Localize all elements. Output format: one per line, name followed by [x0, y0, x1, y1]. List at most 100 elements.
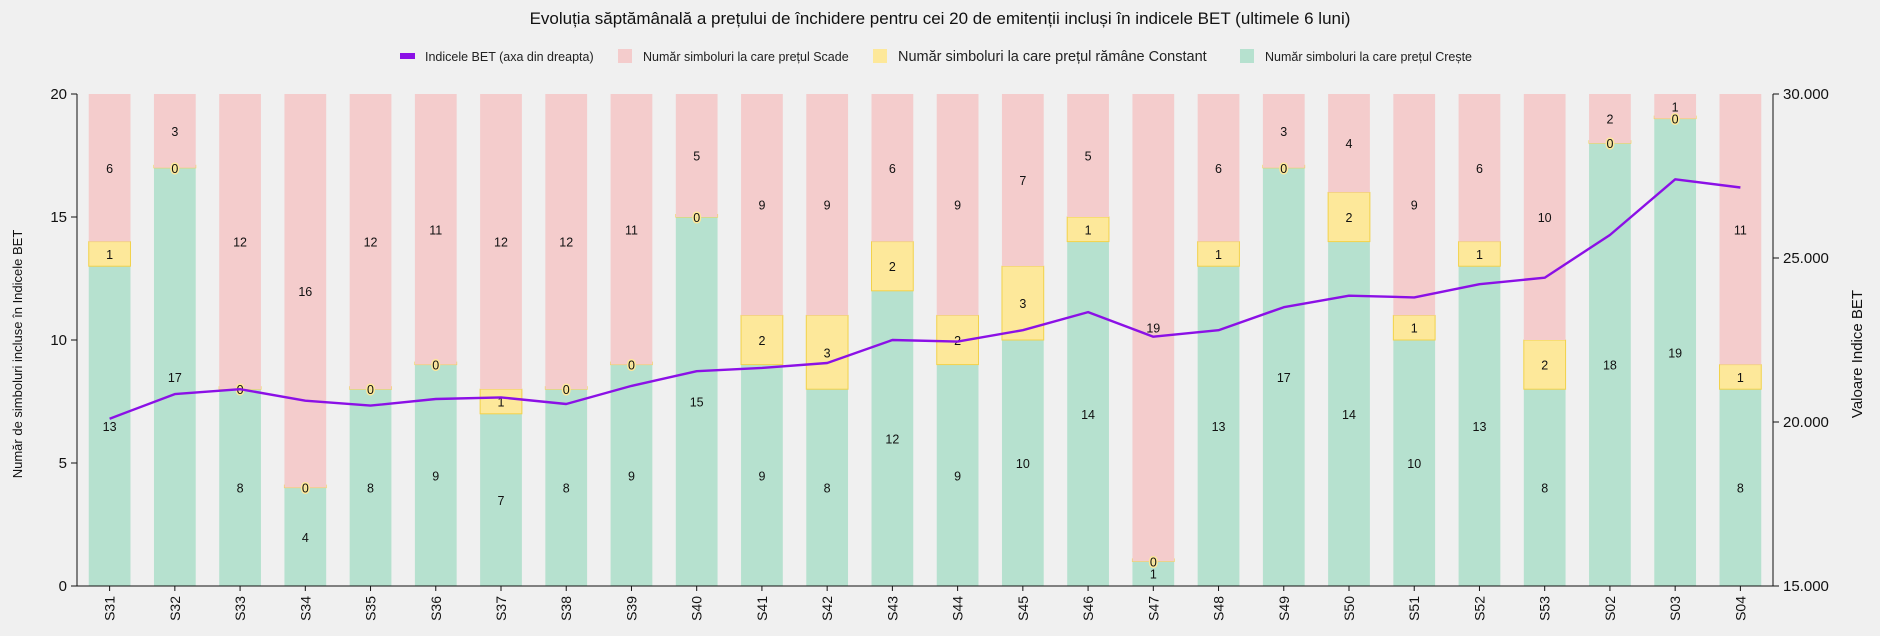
label-fall: 11	[625, 223, 638, 237]
bar-fall	[1132, 94, 1175, 562]
x-tick-label: S49	[1276, 596, 1292, 621]
bar-fall	[349, 94, 392, 390]
bar-rise	[1654, 118, 1697, 586]
bar-constant	[1458, 241, 1501, 267]
bar-rise	[806, 389, 849, 586]
label-constant: 2	[1541, 359, 1548, 373]
bar-fall	[1393, 94, 1436, 316]
legend-label: Indicele BET (axa din dreapta)	[425, 50, 594, 64]
bar-rise	[153, 167, 196, 587]
bar-fall	[871, 94, 914, 242]
label-constant: 2	[1346, 211, 1353, 225]
legend-box-swatch	[1240, 49, 1254, 63]
label-rise: 8	[1541, 482, 1548, 496]
legend-box-swatch	[873, 49, 887, 63]
label-fall: 1	[1672, 100, 1679, 114]
bar-fall	[806, 94, 849, 316]
bar-constant	[1327, 191, 1371, 243]
bar-fall	[1262, 94, 1305, 168]
bar-rise	[1132, 561, 1175, 586]
x-tick-label: S31	[102, 596, 118, 621]
bar-rise	[1197, 266, 1240, 586]
x-tick-label: S38	[558, 596, 574, 621]
bar-rise	[480, 413, 522, 586]
x-tick-label: S36	[428, 596, 444, 621]
bar-rise	[545, 389, 588, 586]
x-tick-label: S37	[493, 596, 509, 621]
bar-fall	[1589, 94, 1631, 144]
label-fall: 9	[824, 199, 831, 213]
label-fall: 9	[758, 199, 765, 213]
y2-tick-label: 30.000	[1783, 86, 1829, 103]
label-constant: 3	[824, 346, 831, 360]
x-tick-label: S51	[1406, 596, 1422, 621]
bar-fall	[480, 94, 522, 390]
label-constant: 1	[498, 396, 505, 410]
label-constant: 0	[302, 482, 309, 496]
label-rise: 1	[1150, 568, 1157, 582]
bar-rise	[284, 487, 327, 586]
y-tick-label: 15	[50, 209, 67, 226]
bar-fall	[610, 94, 653, 365]
bar-rise	[1001, 340, 1044, 586]
y2-tick-label: 25.000	[1783, 250, 1829, 267]
label-constant: 0	[1280, 162, 1287, 176]
label-constant: 1	[1411, 322, 1418, 336]
y2-axis-label: Valoare Indice BET	[1849, 290, 1866, 418]
y-tick-label: 5	[59, 455, 67, 472]
x-tick-label: S41	[754, 596, 770, 621]
y-tick-label: 10	[50, 332, 67, 349]
legend: Indicele BET (axa din dreapta) Număr simb…	[400, 49, 1472, 65]
x-tick-label: S50	[1341, 596, 1357, 621]
x-tick-label: S03	[1667, 596, 1683, 621]
label-constant: 0	[1606, 137, 1613, 151]
bar-fall	[675, 94, 718, 217]
x-tick-label: S47	[1145, 596, 1161, 621]
label-rise: 18	[1603, 359, 1617, 373]
bar-fall	[545, 94, 588, 390]
label-rise: 9	[432, 469, 439, 483]
legend-label: Număr simboluri la care prețul rămâne Co…	[898, 49, 1207, 65]
bar-fall	[414, 94, 457, 365]
x-tick-label: S40	[689, 596, 705, 621]
y-tick-label: 20	[50, 86, 67, 103]
legend-line-swatch	[400, 53, 415, 59]
bar-constant	[88, 241, 131, 267]
x-tick-label: S52	[1471, 596, 1487, 621]
label-fall: 6	[1215, 162, 1222, 176]
y2-tick-label: 20.000	[1783, 414, 1829, 431]
bar-rise	[1067, 241, 1109, 586]
label-fall: 3	[171, 125, 178, 139]
label-constant: 0	[432, 359, 439, 373]
label-constant: 0	[1150, 555, 1157, 569]
label-fall: 12	[233, 236, 247, 250]
label-fall: 2	[1606, 113, 1613, 127]
bars	[88, 94, 1762, 587]
bar-constant	[805, 314, 849, 390]
bar-rise	[675, 217, 718, 586]
label-constant: 1	[1215, 248, 1222, 262]
label-fall: 6	[889, 162, 896, 176]
x-tick-label: S45	[1015, 596, 1031, 621]
bar-fall	[1719, 94, 1762, 365]
x-tick-label: S33	[232, 596, 248, 621]
label-fall: 9	[1411, 199, 1418, 213]
x-tick-label: S34	[297, 596, 313, 621]
label-rise: 19	[1668, 346, 1682, 360]
bar-fall	[88, 94, 131, 242]
label-rise: 10	[1016, 457, 1030, 471]
bar-fall	[284, 94, 327, 488]
legend-label: Număr simboluri la care prețul Crește	[1265, 50, 1472, 64]
label-rise: 9	[954, 469, 961, 483]
bet-index-polyline	[109, 178, 1741, 420]
label-rise: 9	[628, 469, 635, 483]
bar-rise	[936, 364, 979, 586]
label-rise: 8	[237, 482, 244, 496]
label-constant: 0	[1672, 113, 1679, 127]
label-fall: 19	[1146, 322, 1160, 336]
label-constant: 0	[693, 211, 700, 225]
bar-constant	[1719, 364, 1762, 390]
label-rise: 8	[563, 482, 570, 496]
bar-rise	[1393, 340, 1436, 586]
bar-rise	[1589, 143, 1631, 586]
